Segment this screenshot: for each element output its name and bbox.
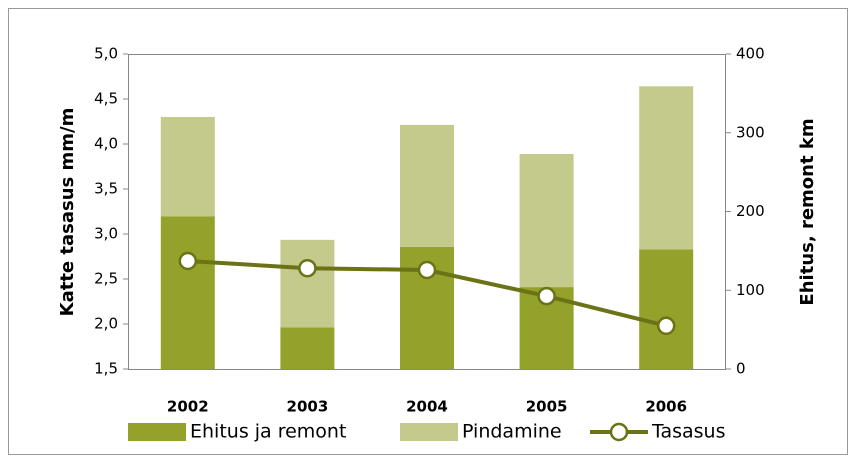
y2-tick-label: 300: [736, 123, 765, 141]
y-tick-label: 5,0: [94, 45, 118, 63]
frame: [8, 8, 848, 455]
legend-swatch: [400, 423, 458, 441]
bar: [519, 154, 574, 288]
line-marker: [537, 286, 556, 306]
x-tick-label: 2003: [287, 398, 329, 416]
x-tick-label: 2006: [645, 398, 687, 416]
x-tick-label: 2005: [526, 398, 568, 416]
bar: [400, 124, 454, 247]
line-marker: [178, 251, 198, 271]
y-tick-label: 2,0: [94, 315, 118, 333]
legend-label: Pindamine: [462, 421, 562, 443]
plot-area: [128, 54, 726, 370]
y-tick-label: 4,5: [94, 90, 118, 108]
y-tick-label: 3,5: [94, 180, 118, 198]
y-tick-label: 4,0: [94, 135, 118, 153]
legend-label: Ehitus ja remont: [190, 421, 346, 443]
line-marker: [298, 258, 317, 278]
bar: [639, 249, 694, 369]
bar: [160, 216, 215, 369]
x-tick-label: 2002: [167, 398, 209, 416]
y-tick-label: 1,5: [94, 360, 118, 378]
y2-tick-label: 100: [736, 281, 765, 299]
bar: [280, 327, 335, 369]
legend-label: Tasasus: [651, 421, 726, 443]
y2-tick-label: 400: [736, 45, 765, 63]
bar: [160, 117, 215, 217]
y-tick-label: 2,5: [94, 270, 118, 288]
legend-swatch: [609, 422, 629, 442]
bar: [280, 239, 335, 328]
y-tick-label: 3,0: [94, 225, 118, 243]
line-marker: [656, 316, 676, 336]
y2-axis-title: Ehitus, remont km: [797, 118, 818, 305]
y-axis-title: Katte tasasus mm/m: [57, 108, 78, 317]
y2-tick-label: 200: [736, 202, 765, 220]
bar: [639, 86, 694, 250]
legend-swatch: [128, 423, 186, 441]
y2-tick-label: 0: [736, 360, 746, 378]
line-marker: [417, 260, 437, 280]
x-tick-label: 2004: [406, 398, 448, 416]
